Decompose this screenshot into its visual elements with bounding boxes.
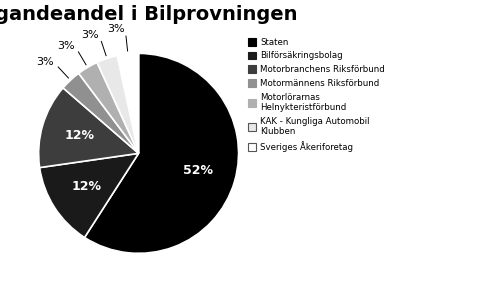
- Wedge shape: [85, 53, 239, 253]
- Wedge shape: [97, 56, 139, 153]
- Wedge shape: [117, 53, 139, 153]
- Text: 12%: 12%: [71, 180, 101, 193]
- Text: 52%: 52%: [183, 164, 213, 177]
- Wedge shape: [63, 73, 139, 153]
- Wedge shape: [79, 62, 139, 153]
- Title: Ägandeandel i Bilprovningen: Ägandeandel i Bilprovningen: [0, 2, 297, 24]
- Text: 3%: 3%: [57, 41, 75, 51]
- Wedge shape: [39, 88, 139, 168]
- Text: 3%: 3%: [36, 57, 53, 67]
- Text: 3%: 3%: [82, 30, 99, 40]
- Text: 12%: 12%: [64, 130, 94, 142]
- Text: 3%: 3%: [107, 24, 125, 34]
- Wedge shape: [40, 153, 139, 237]
- Legend: Staten, Bilförsäkringsbolag, Motorbranchens Riksförbund, Motormännens Riksförbun: Staten, Bilförsäkringsbolag, Motorbranch…: [248, 38, 385, 152]
